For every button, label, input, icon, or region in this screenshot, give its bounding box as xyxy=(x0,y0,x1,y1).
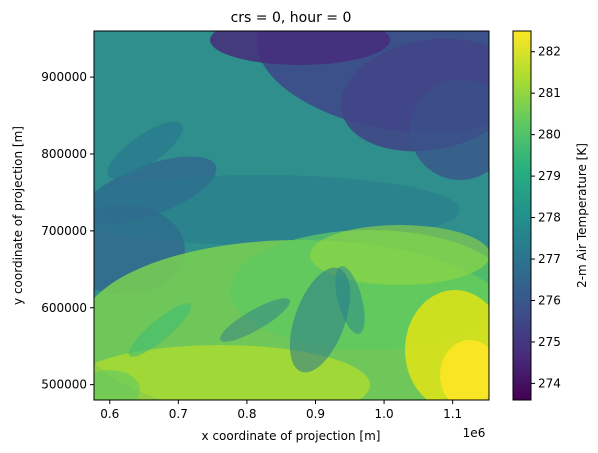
y-tick-label: 500000 xyxy=(41,378,87,392)
field-region xyxy=(410,80,489,180)
field-region xyxy=(220,298,290,342)
y-tick-label: 700000 xyxy=(41,224,87,238)
x-tick-label: 1.0 xyxy=(375,407,394,421)
x-axis-label: x coordinate of projection [m] xyxy=(202,429,381,443)
field-region xyxy=(335,266,365,334)
y-tick-label: 900000 xyxy=(41,70,87,84)
colorbar-tick-label: 281 xyxy=(538,86,561,100)
colorbar-frame xyxy=(512,30,532,401)
x-offset-label: 1e6 xyxy=(463,426,486,440)
colorbar xyxy=(513,31,531,400)
x-tick-label: 1.1 xyxy=(443,407,462,421)
chart-title: crs = 0, hour = 0 xyxy=(231,10,352,26)
x-tick-label: 0.6 xyxy=(100,407,119,421)
x-tick-label: 0.7 xyxy=(169,407,188,421)
colorbar-tick-label: 276 xyxy=(538,293,561,307)
heatmap xyxy=(94,31,489,400)
y-axis: 500000 600000 700000 800000 900000 xyxy=(41,70,94,392)
field-region xyxy=(289,267,351,373)
field-region xyxy=(210,31,390,65)
field-region xyxy=(94,370,140,400)
y-tick-label: 600000 xyxy=(41,301,87,315)
colorbar-tick-label: 274 xyxy=(538,376,561,390)
colorbar-label: 2-m Air Temperature [K] xyxy=(575,143,589,288)
colorbar-tick-label: 277 xyxy=(538,252,561,266)
plot-frame xyxy=(93,30,490,401)
field-region xyxy=(310,225,489,285)
colorbar-tick-label: 280 xyxy=(538,128,561,142)
colorbar-tick-label: 279 xyxy=(538,169,561,183)
field-region xyxy=(128,303,192,357)
colorbar-tick-label: 275 xyxy=(538,335,561,349)
temperature-field xyxy=(94,31,489,400)
x-axis: 0.6 0.7 0.8 0.9 1.0 1.1 xyxy=(100,400,462,421)
colorbar-tick-label: 278 xyxy=(538,211,561,225)
y-tick-label: 800000 xyxy=(41,147,87,161)
colorbar-tick-label: 282 xyxy=(538,45,561,59)
x-tick-label: 0.9 xyxy=(306,407,325,421)
colorbar-axis: 274 275 276 277 278 279 280 281 282 xyxy=(531,45,561,390)
field-region xyxy=(107,121,183,179)
y-axis-label: y coordinate of projection [m] xyxy=(11,126,25,305)
field-region xyxy=(440,340,489,400)
x-tick-label: 0.8 xyxy=(237,407,256,421)
